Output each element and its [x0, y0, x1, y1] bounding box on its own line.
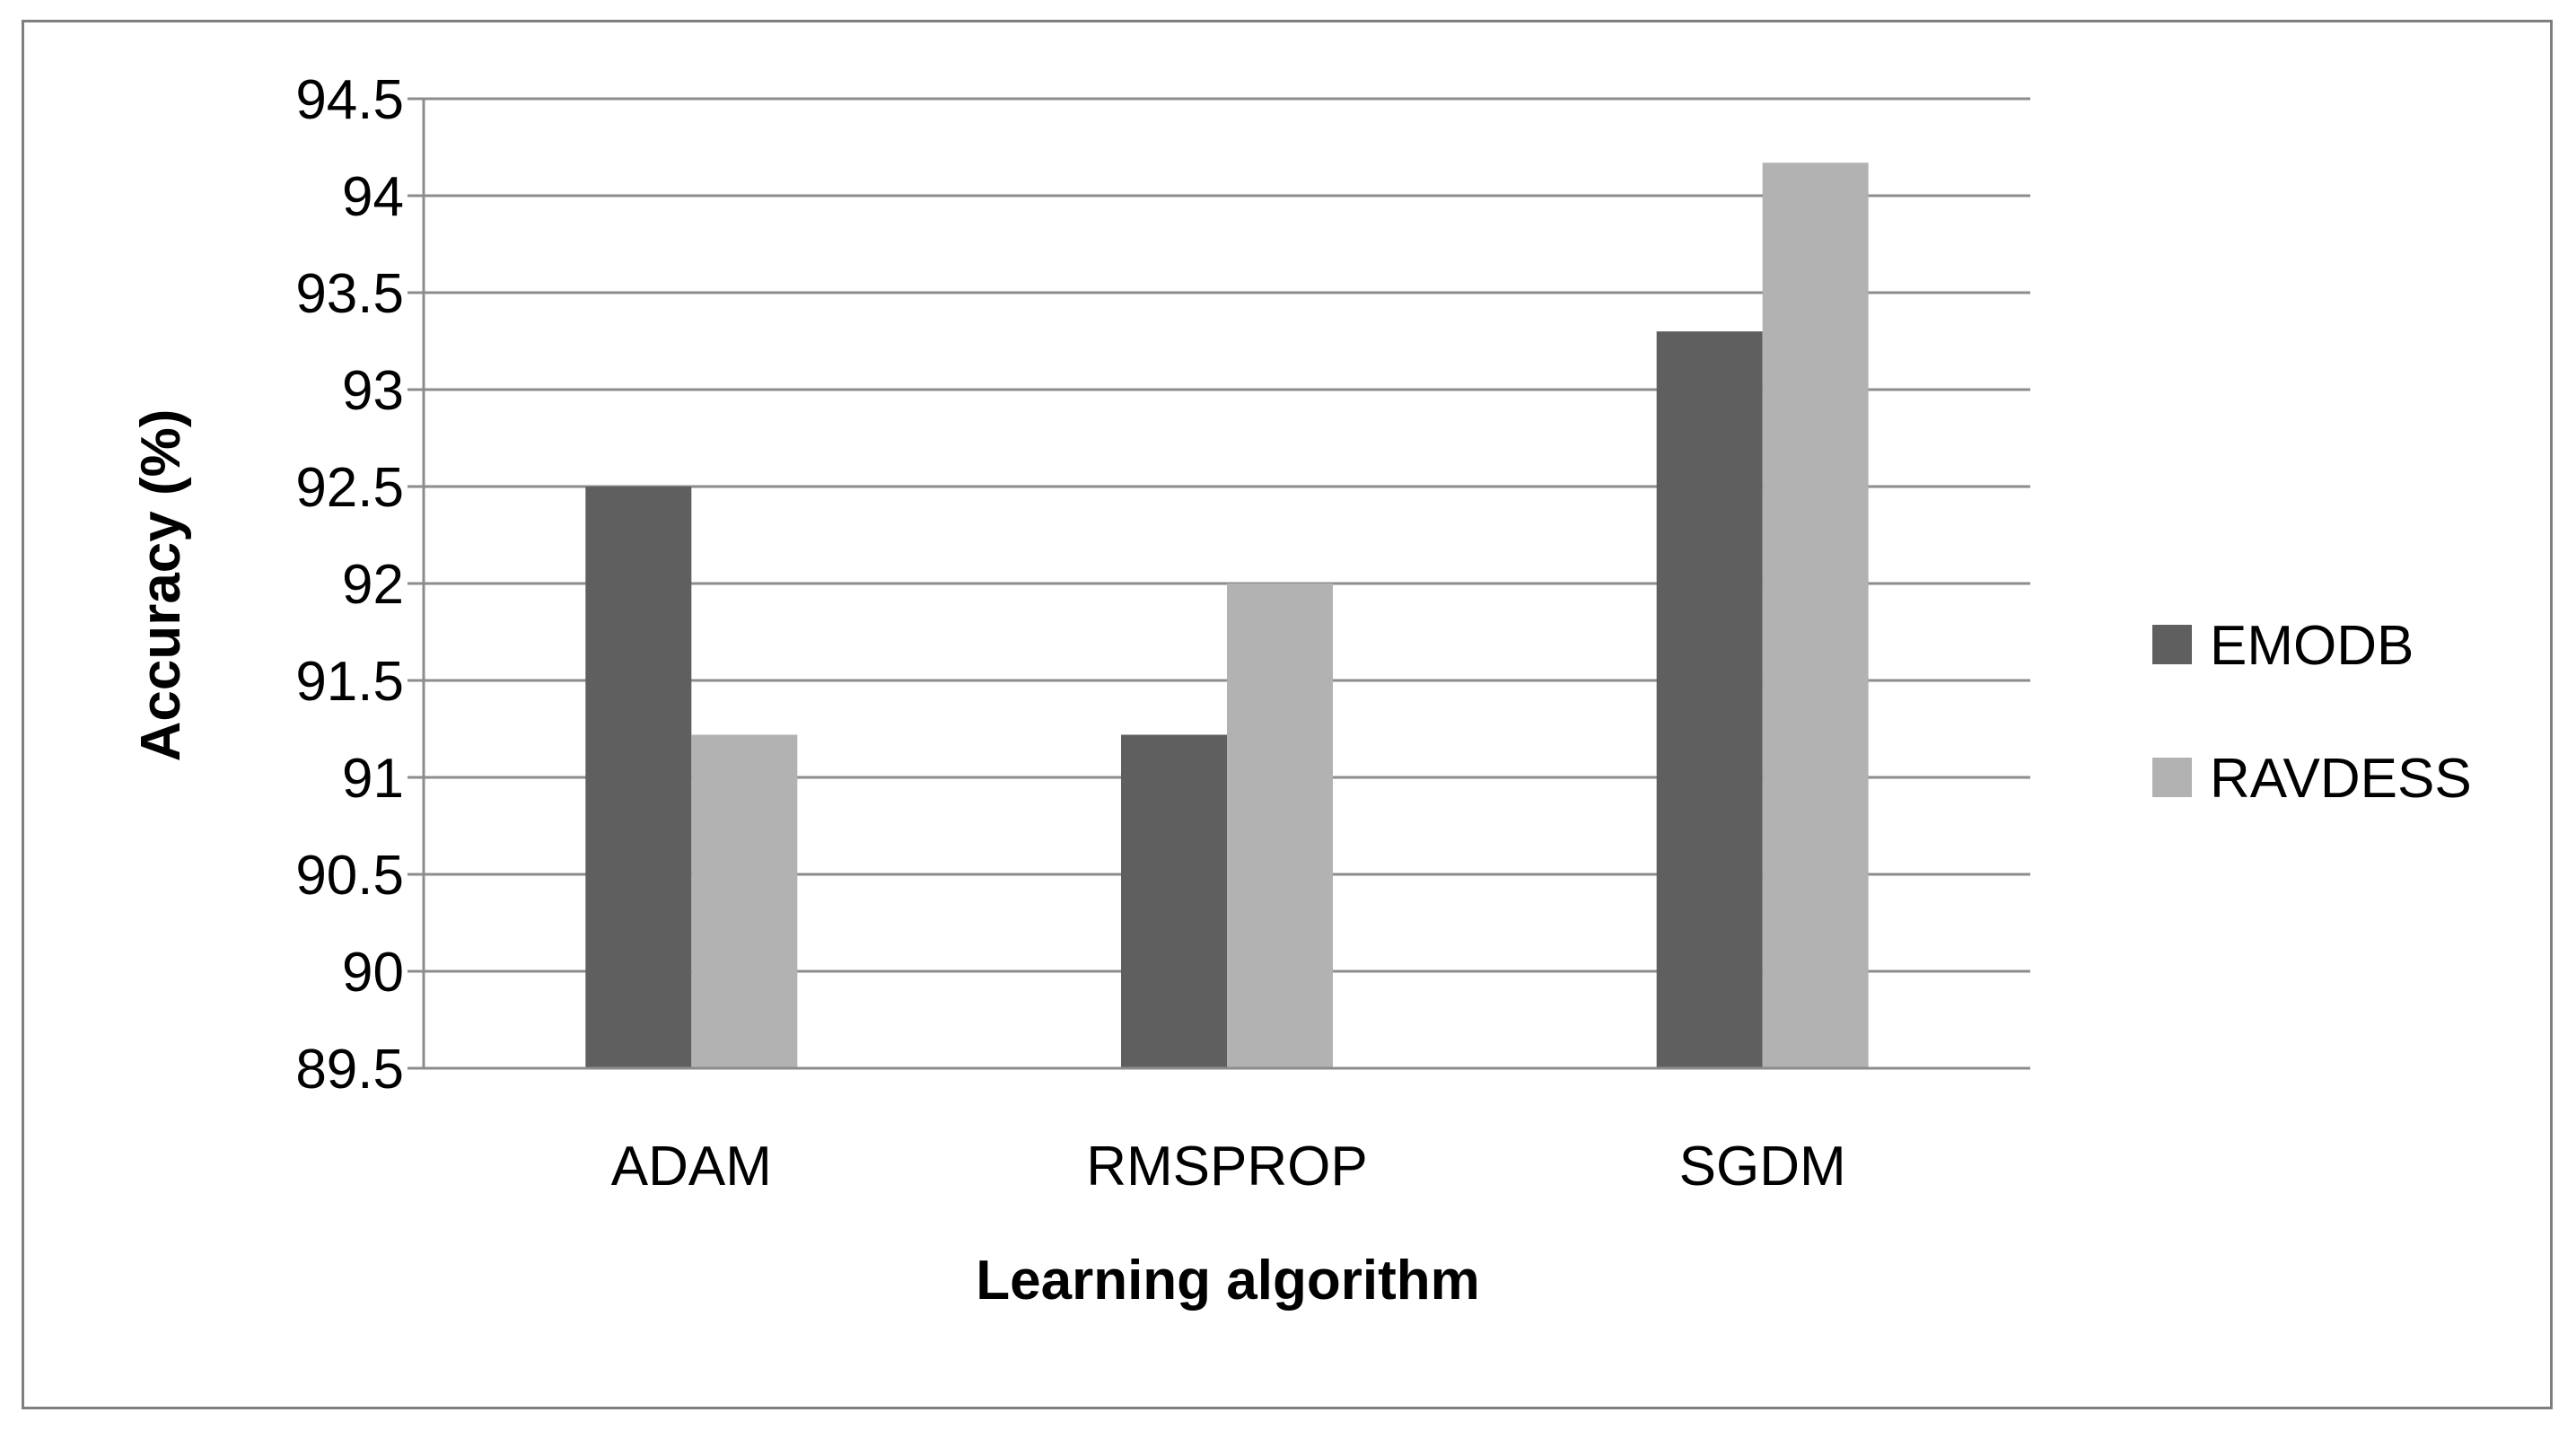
- axes: [422, 99, 2030, 1070]
- bar-ravdess-sgdm: [1762, 162, 1869, 1068]
- y-tick-label: 92: [342, 554, 404, 616]
- legend-swatch-ravdess: [2152, 758, 2192, 797]
- y-tick-label: 89.5: [295, 1039, 404, 1101]
- y-tick-label: 90: [342, 942, 404, 1004]
- bar-emodb-rmsprop: [1121, 734, 1227, 1068]
- legend-label: EMODB: [2210, 615, 2414, 677]
- y-tick-labels: 94.5 94 93.5 93 92.5 92 91.5 91 90.5 90 89.5: [295, 69, 404, 1101]
- legend-swatch-emodb: [2152, 625, 2192, 664]
- y-axis-title: Accuracy (%): [130, 409, 192, 762]
- y-tick-label: 94.5: [295, 69, 404, 131]
- bar-emodb-sgdm: [1656, 331, 1763, 1068]
- y-tick-label: 91.5: [295, 651, 404, 713]
- bars: [585, 162, 1869, 1068]
- y-tick-label: 90.5: [295, 845, 404, 907]
- y-tick-label: 93: [342, 360, 404, 422]
- legend-label: RAVDESS: [2210, 748, 2472, 810]
- y-tick-label: 92.5: [295, 457, 404, 519]
- bar-emodb-adam: [585, 487, 692, 1068]
- y-tick-label: 94: [342, 166, 404, 228]
- bar-ravdess-rmsprop: [1227, 583, 1333, 1068]
- x-tick-label: ADAM: [611, 1136, 772, 1198]
- x-axis-title: Learning algorithm: [976, 1250, 1479, 1312]
- x-tick-labels: ADAM RMSPROP SGDM: [611, 1136, 1846, 1198]
- legend: EMODB RAVDESS: [2152, 615, 2472, 810]
- x-tick-label: SGDM: [1679, 1136, 1846, 1198]
- y-tick-label: 91: [342, 748, 404, 810]
- x-tick-label: RMSPROP: [1086, 1136, 1367, 1198]
- bar-ravdess-adam: [691, 734, 798, 1068]
- y-tick-label: 93.5: [295, 263, 404, 325]
